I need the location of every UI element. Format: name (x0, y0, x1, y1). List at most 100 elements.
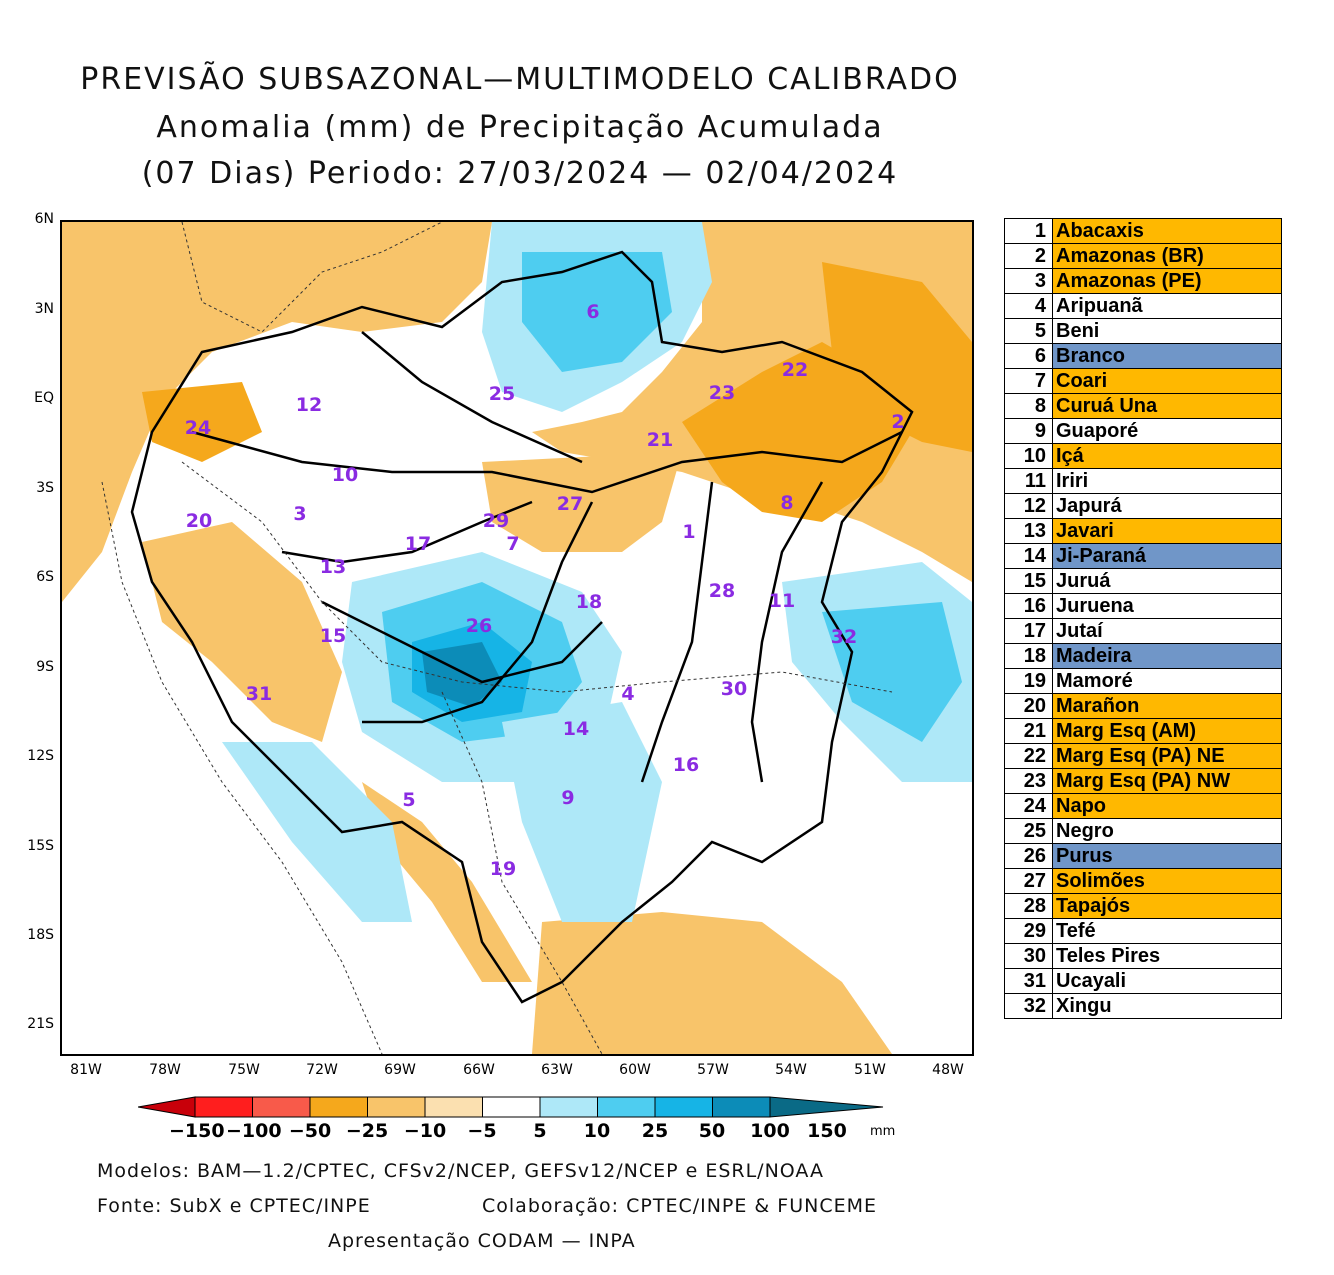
colorbar-svg (137, 1096, 884, 1118)
map-title-line-2: Anomalia (mm) de Precipitação Acumulada (156, 110, 884, 145)
legend-basin-number: 21 (1004, 718, 1053, 744)
x-axis-label: 48W (932, 1062, 964, 1078)
legend-basin-name: Abacaxis (1052, 218, 1282, 244)
legend-basin-name: Marg Esq (AM) (1052, 718, 1282, 744)
legend-basin-number: 26 (1004, 843, 1053, 869)
basin-number-21: 21 (647, 429, 673, 451)
legend-basin-name: Japurá (1052, 493, 1282, 519)
basin-number-32: 32 (831, 626, 857, 648)
legend-row: 24 Napo (1004, 793, 1282, 819)
colorbar-label: 5 (533, 1120, 547, 1142)
basin-number-29: 29 (483, 510, 509, 532)
colorbar-bin (712, 1096, 771, 1118)
basin-number-28: 28 (709, 580, 735, 602)
legend-row: 17 Jutaí (1004, 618, 1282, 644)
legend-basin-number: 17 (1004, 618, 1053, 644)
legend-basin-name: Içá (1052, 443, 1282, 469)
basin-number-14: 14 (563, 718, 589, 740)
legend-row: 9 Guaporé (1004, 418, 1282, 444)
x-axis-label: 72W (306, 1062, 338, 1078)
border-bolivia (441, 691, 603, 1054)
basin-number-10: 10 (332, 464, 358, 486)
basin-number-3: 3 (293, 503, 306, 525)
colorbar-label: 25 (641, 1120, 669, 1142)
colorbar (137, 1096, 884, 1118)
legend-basin-number: 23 (1004, 768, 1053, 794)
legend-basin-number: 3 (1004, 268, 1053, 294)
colorbar-bin (424, 1096, 483, 1118)
legend-basin-number: 16 (1004, 593, 1053, 619)
y-axis-label: 12S (27, 748, 54, 764)
basin-number-16: 16 (673, 754, 699, 776)
basin-number-11: 11 (769, 590, 795, 612)
basin-number-30: 30 (721, 678, 747, 700)
legend-row: 28 Tapajós (1004, 893, 1282, 919)
x-axis-label: 57W (697, 1062, 729, 1078)
legend-basin-number: 1 (1004, 218, 1053, 244)
y-axis-label: EQ (34, 390, 54, 406)
dry-region-south (532, 912, 892, 1054)
legend-row: 10 Içá (1004, 443, 1282, 469)
legend-row: 26 Purus (1004, 843, 1282, 869)
legend-row: 14 Ji-Paraná (1004, 543, 1282, 569)
wet-region-southwest (222, 742, 412, 922)
basin-number-24: 24 (185, 417, 211, 439)
basin-number-13: 13 (320, 556, 346, 578)
country-borders (101, 222, 893, 1054)
colorbar-bin (194, 1096, 253, 1118)
colorbar-right-arrow (769, 1096, 884, 1118)
basin-number-23: 23 (709, 382, 735, 404)
x-axis-label: 51W (854, 1062, 886, 1078)
legend-row: 21 Marg Esq (AM) (1004, 718, 1282, 744)
legend-basin-number: 12 (1004, 493, 1053, 519)
basin-number-15: 15 (320, 625, 346, 647)
colorbar-bin (539, 1096, 598, 1118)
legend-basin-number: 25 (1004, 818, 1053, 844)
x-axis-label: 75W (228, 1062, 260, 1078)
legend-basin-number: 19 (1004, 668, 1053, 694)
basin-number-4: 4 (621, 683, 634, 705)
legend-basin-name: Teles Pires (1052, 943, 1282, 969)
legend-basin-name: Juruena (1052, 593, 1282, 619)
legend-row: 19 Mamoré (1004, 668, 1282, 694)
legend-basin-number: 30 (1004, 943, 1053, 969)
legend-basin-name: Javari (1052, 518, 1282, 544)
colorbar-label: 150 (807, 1120, 847, 1142)
colorbar-label: −5 (467, 1120, 497, 1142)
y-axis-label: 3N (34, 301, 54, 317)
madeira-channel (362, 501, 594, 724)
wet-region-guapore (502, 702, 662, 922)
legend-row: 18 Madeira (1004, 643, 1282, 669)
legend-basin-name: Aripuanã (1052, 293, 1282, 319)
legend-basin-name: Napo (1052, 793, 1282, 819)
basin-number-9: 9 (561, 787, 574, 809)
basin-number-2: 2 (891, 411, 904, 433)
legend-basin-number: 29 (1004, 918, 1053, 944)
legend-basin-name: Juruá (1052, 568, 1282, 594)
colorbar-bin (252, 1096, 311, 1118)
legend-basin-number: 6 (1004, 343, 1053, 369)
colorbar-bin (367, 1096, 426, 1118)
basin-number-22: 22 (782, 359, 808, 381)
legend-basin-name: Solimões (1052, 868, 1282, 894)
legend-basin-number: 18 (1004, 643, 1053, 669)
dry-region-beni (362, 782, 532, 982)
basin-number-25: 25 (489, 383, 515, 405)
dry-anomaly-layer (62, 222, 972, 1054)
legend-basin-name: Xingu (1052, 993, 1282, 1019)
dry-region-marg-esq (822, 262, 972, 452)
legend-row: 6 Branco (1004, 343, 1282, 369)
legend-row: 5 Beni (1004, 318, 1282, 344)
dry-region-west (142, 522, 342, 742)
legend-row: 30 Teles Pires (1004, 943, 1282, 969)
dry-region-northwest (62, 222, 492, 602)
colorbar-label: 50 (698, 1120, 726, 1142)
legend-row: 2 Amazonas (BR) (1004, 243, 1282, 269)
legend-basin-number: 22 (1004, 743, 1053, 769)
footer-presentation: Apresentação CODAM — INPA (328, 1230, 636, 1252)
legend-row: 27 Solimões (1004, 868, 1282, 894)
legend-basin-name: Tapajós (1052, 893, 1282, 919)
legend-row: 7 Coari (1004, 368, 1282, 394)
legend-basin-name: Iriri (1052, 468, 1282, 494)
legend-basin-name: Ucayali (1052, 968, 1282, 994)
